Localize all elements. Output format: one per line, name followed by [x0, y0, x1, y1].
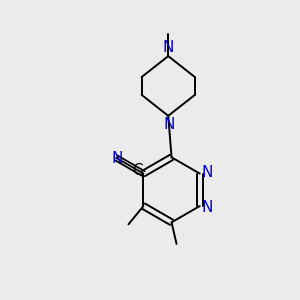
Text: N: N [111, 151, 123, 166]
Text: N: N [201, 165, 213, 180]
Text: N: N [163, 40, 174, 55]
Text: N: N [201, 200, 213, 215]
Text: C: C [132, 163, 142, 178]
Text: N: N [163, 117, 175, 132]
